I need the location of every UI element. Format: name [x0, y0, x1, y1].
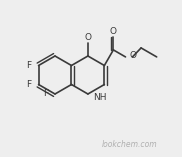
- Text: lookchem.com: lookchem.com: [102, 140, 158, 149]
- Text: NH: NH: [93, 94, 106, 103]
- Text: O: O: [84, 33, 91, 43]
- Text: O: O: [110, 27, 117, 36]
- Text: F: F: [43, 89, 48, 98]
- Text: O: O: [129, 51, 136, 60]
- Text: F: F: [26, 80, 31, 89]
- Text: F: F: [26, 61, 31, 70]
